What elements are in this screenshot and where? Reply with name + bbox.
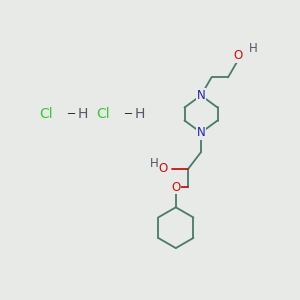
Text: Cl: Cl <box>40 107 53 121</box>
Text: O: O <box>234 49 243 62</box>
Text: ─: ─ <box>67 107 74 121</box>
Text: N: N <box>196 89 206 102</box>
Text: H: H <box>248 41 257 55</box>
Text: H: H <box>77 107 88 121</box>
Text: Cl: Cl <box>97 107 110 121</box>
Text: N: N <box>196 126 206 139</box>
Text: ─: ─ <box>124 107 131 121</box>
Text: H: H <box>150 157 159 170</box>
Text: O: O <box>171 181 180 194</box>
Text: H: H <box>134 107 145 121</box>
Text: O: O <box>158 162 167 175</box>
